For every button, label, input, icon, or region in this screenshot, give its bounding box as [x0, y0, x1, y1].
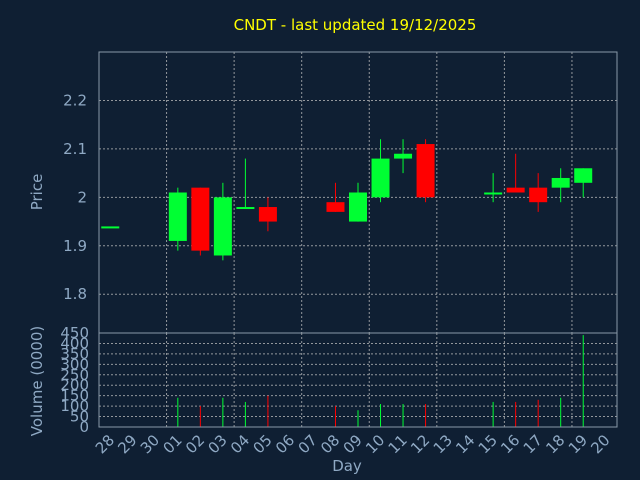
volume-y-tick-label: 300	[60, 355, 89, 373]
price-y-tick-label: 1.9	[63, 237, 87, 255]
candle-body	[484, 192, 503, 195]
candle-body	[191, 187, 210, 251]
volume-y-tick-label: 400	[60, 334, 89, 352]
price-y-tick-label: 2.2	[63, 91, 87, 109]
candle-body	[416, 144, 435, 198]
candle-body	[258, 207, 277, 222]
volume-bars	[177, 335, 584, 427]
volume-y-tick-label: 0	[79, 418, 89, 436]
candle-body	[213, 197, 232, 256]
volume-axis-label: Volume (0000)	[28, 326, 46, 436]
x-tick-labels: 2829300102030405060708091011121314151617…	[92, 431, 614, 457]
candle-body	[349, 192, 367, 222]
candle-body	[551, 177, 570, 188]
candle-body	[394, 153, 413, 159]
volume-y-tick-label: 250	[60, 366, 89, 384]
price-grid	[99, 52, 617, 333]
chart-title: CNDT - last updated 19/12/2025	[234, 16, 477, 34]
x-tick-label: 20	[587, 431, 613, 457]
candle-body	[574, 168, 593, 183]
volume-y-tick-label: 350	[60, 345, 89, 363]
candles	[101, 139, 593, 261]
price-axis-label: Price	[28, 174, 46, 211]
price-y-tick-label: 2	[77, 188, 87, 206]
candle-body	[371, 158, 390, 198]
candle-body	[101, 226, 120, 229]
volume-y-tick-label: 50	[70, 408, 89, 426]
volume-y-tick-label: 150	[60, 387, 89, 405]
price-y-tick-labels: 1.8 1.9 2 2.1 2.2	[63, 91, 87, 303]
volume-y-tick-label: 100	[60, 397, 89, 415]
candle-body	[236, 207, 255, 210]
volume-y-tick-label: 450	[60, 324, 89, 342]
x-axis-label: Day	[332, 457, 362, 475]
volume-panel-frame	[98, 332, 618, 428]
price-y-tick-label: 1.8	[63, 285, 87, 303]
price-y-tick-label: 2.1	[63, 140, 87, 158]
volume-y-tick-label: 200	[60, 376, 89, 394]
candle-body	[529, 187, 548, 203]
candle-body	[506, 187, 525, 193]
candle-body	[168, 192, 187, 241]
candle-body	[326, 202, 345, 212]
